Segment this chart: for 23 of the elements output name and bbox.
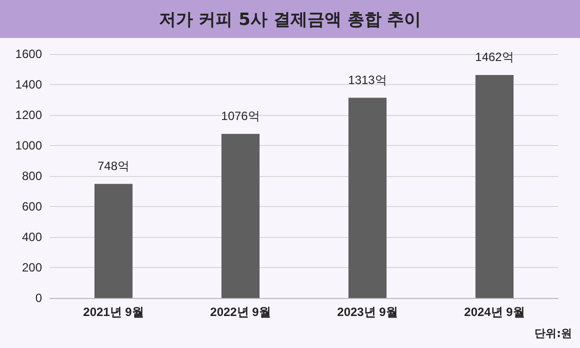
y-tick-label: 400 (22, 230, 42, 244)
bar (348, 98, 387, 298)
y-tick-label: 1200 (15, 108, 42, 122)
bar (94, 184, 133, 298)
y-tick-label: 1000 (15, 138, 42, 152)
data-label: 1313억 (348, 72, 387, 87)
data-label: 748억 (97, 158, 130, 173)
y-tick-label: 1600 (15, 47, 42, 61)
x-tick-label: 2024년 9월 (464, 305, 525, 319)
y-tick-label: 200 (22, 260, 42, 274)
data-label: 1076억 (221, 108, 260, 123)
x-tick-label: 2021년 9월 (83, 305, 144, 319)
chart-title: 저가 커피 5사 결제금액 총합 추이 (0, 0, 580, 38)
y-tick-label: 600 (22, 200, 42, 214)
x-tick-label: 2022년 9월 (210, 305, 271, 319)
y-tick-label: 0 (35, 291, 42, 305)
y-tick-label: 800 (22, 169, 42, 183)
y-tick-label: 1400 (15, 78, 42, 92)
text: 단위:원 (534, 326, 572, 341)
x-tick-label: 2023년 9월 (337, 305, 398, 319)
bar (221, 134, 260, 298)
bar (475, 75, 514, 298)
data-label: 1462억 (475, 50, 514, 64)
